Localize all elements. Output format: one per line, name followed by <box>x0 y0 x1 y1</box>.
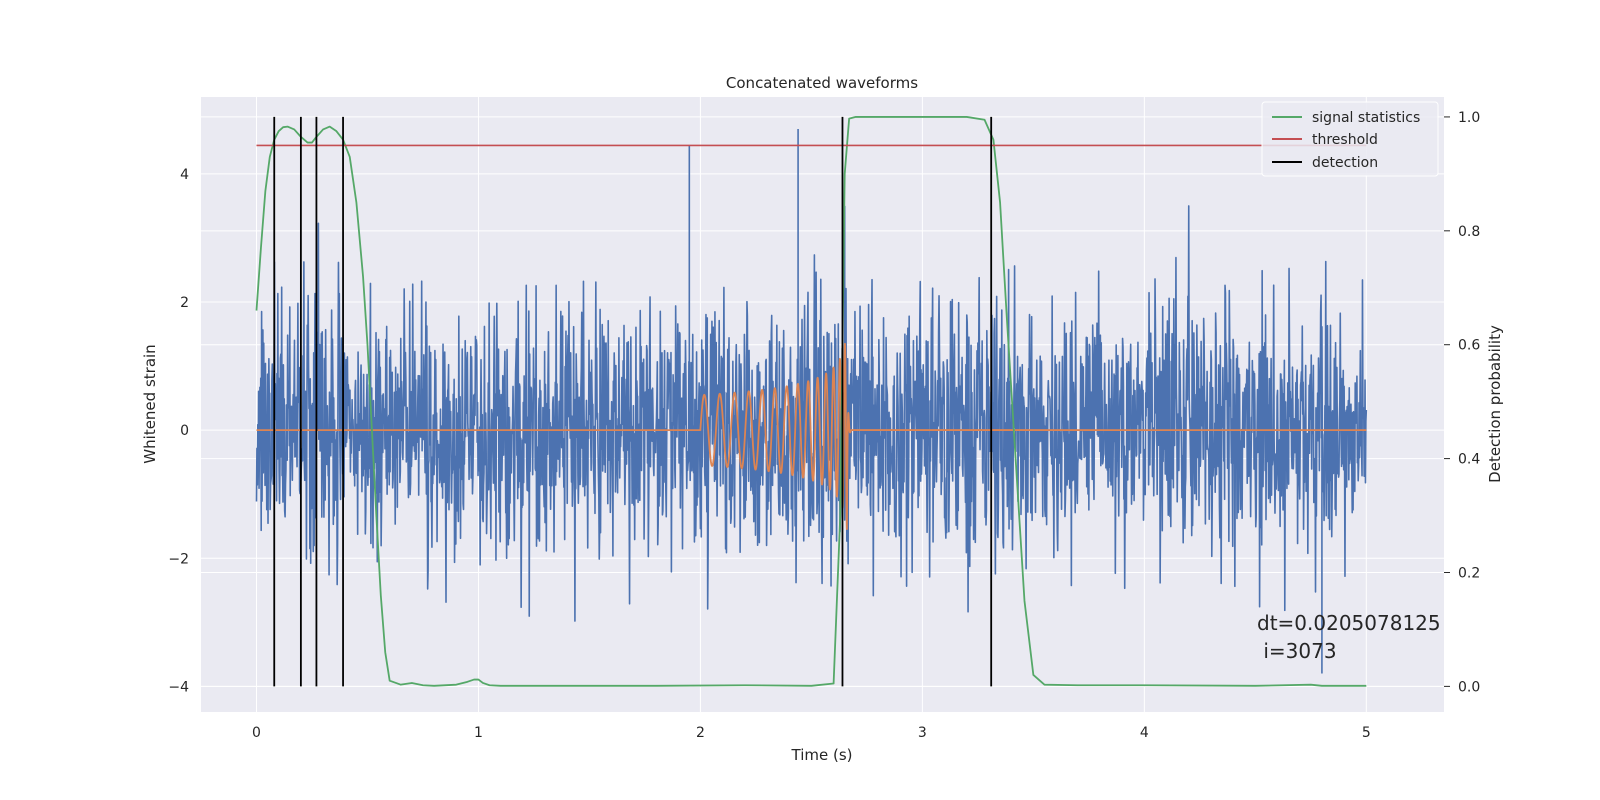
x-tick-label: 5 <box>1362 725 1371 741</box>
noise-series <box>255 129 1368 674</box>
y2-axis-label: Detection probability <box>1486 325 1504 483</box>
y2-tick-label: 0.2 <box>1458 565 1480 581</box>
noise-line <box>255 129 1368 674</box>
signal-statistics-line <box>255 116 1367 687</box>
x-tick-label: 4 <box>1140 725 1149 741</box>
x-tick-label: 3 <box>918 725 927 741</box>
x-axis-label: Time (s) <box>791 746 853 764</box>
y2-tick-label: 0.4 <box>1458 452 1480 468</box>
legend-label-signal-statistics: signal statistics <box>1312 110 1420 126</box>
x-tick-label: 2 <box>696 725 705 741</box>
detection-series <box>273 116 993 687</box>
chirp-series <box>256 342 1367 531</box>
legend-label-threshold: threshold <box>1312 132 1378 148</box>
y-axis-label: Whitened strain <box>141 344 159 463</box>
y2-tick-label: 0.0 <box>1458 679 1480 695</box>
ticks: 0 1 2 3 4 5 −4 −2 0 2 4 0.0 0.2 0.4 0.6 0.8 1.0 <box>168 110 1480 741</box>
annotation-dt: dt=0.0205078125 <box>1257 611 1441 635</box>
x-tick-label: 1 <box>474 725 483 741</box>
y-tick-label: −2 <box>168 551 189 567</box>
legend: signal statistics threshold detection <box>1261 101 1439 177</box>
x-tick-label: 0 <box>252 725 261 741</box>
y-tick-label: 4 <box>180 167 189 183</box>
y-tick-label: 2 <box>180 295 189 311</box>
y2-tick-label: 0.6 <box>1458 338 1480 354</box>
y-tick-label: −4 <box>168 679 189 695</box>
legend-label-detection: detection <box>1312 155 1378 171</box>
y2-tick-label: 1.0 <box>1458 110 1480 126</box>
legend-box <box>1261 101 1439 177</box>
chart-title: Concatenated waveforms <box>726 74 918 92</box>
annotation-i: i=3073 <box>1257 639 1337 663</box>
y-tick-label: 0 <box>180 423 189 439</box>
chirp-line <box>256 342 1367 531</box>
y2-tick-label: 0.8 <box>1458 224 1480 240</box>
signal-statistics-series <box>255 116 1367 687</box>
